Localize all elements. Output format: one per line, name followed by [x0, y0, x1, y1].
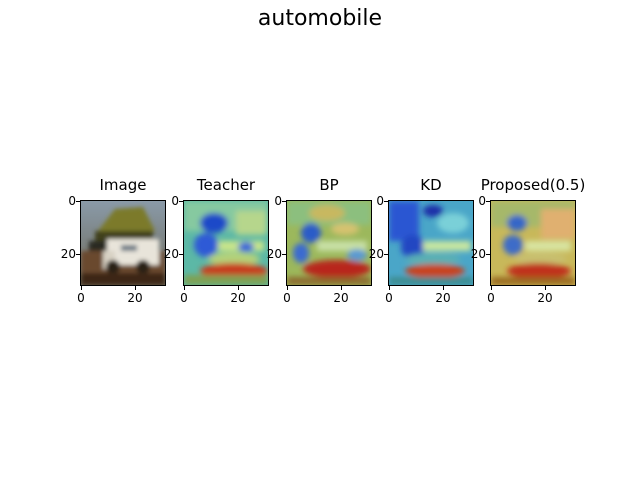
xtick-mark-20 — [341, 286, 342, 290]
xtick-label-20: 20 — [127, 291, 143, 305]
ytick-label-0: 0 — [274, 194, 282, 208]
ytick-mark-0 — [282, 201, 286, 202]
ytick-mark-0 — [486, 201, 490, 202]
panel-title-bp: BP — [319, 176, 339, 194]
xtick-mark-0 — [287, 286, 288, 290]
ytick-label-0: 0 — [478, 194, 486, 208]
xtick-label-0: 0 — [487, 291, 495, 305]
figure-title: automobile — [257, 6, 383, 31]
ytick-label-20: 20 — [368, 247, 384, 261]
ytick-label-0: 0 — [376, 194, 384, 208]
xtick-mark-0 — [491, 286, 492, 290]
ytick-mark-0 — [179, 201, 183, 202]
xtick-mark-0 — [81, 286, 82, 290]
panel-title-image: Image — [99, 176, 147, 194]
xtick-mark-0 — [184, 286, 185, 290]
panel-title-kd: KD — [420, 176, 442, 194]
ytick-label-0: 0 — [68, 194, 76, 208]
ytick-mark-20 — [179, 254, 183, 255]
xtick-label-20: 20 — [537, 291, 553, 305]
panel-title-proposed: Proposed(0.5) — [480, 176, 586, 194]
xtick-mark-0 — [389, 286, 390, 290]
ytick-mark-20 — [486, 254, 490, 255]
heatmap-proposed — [490, 200, 576, 286]
ytick-mark-20 — [76, 254, 80, 255]
ytick-mark-20 — [384, 254, 388, 255]
heatmap-teacher — [183, 200, 269, 286]
ytick-label-20: 20 — [266, 247, 282, 261]
heatmap-bp — [286, 200, 372, 286]
xtick-mark-20 — [238, 286, 239, 290]
ytick-label-20: 20 — [163, 247, 179, 261]
xtick-label-0: 0 — [77, 291, 85, 305]
xtick-label-0: 0 — [180, 291, 188, 305]
ytick-mark-0 — [384, 201, 388, 202]
ytick-mark-0 — [76, 201, 80, 202]
heatmap-kd — [388, 200, 474, 286]
xtick-mark-20 — [443, 286, 444, 290]
xtick-label-20: 20 — [230, 291, 246, 305]
xtick-mark-20 — [135, 286, 136, 290]
xtick-label-20: 20 — [435, 291, 451, 305]
xtick-label-0: 0 — [385, 291, 393, 305]
image-photo — [80, 200, 166, 286]
ytick-label-0: 0 — [171, 194, 179, 208]
panel-title-teacher: Teacher — [196, 176, 256, 194]
xtick-label-0: 0 — [283, 291, 291, 305]
ytick-label-20: 20 — [470, 247, 486, 261]
ytick-label-20: 20 — [60, 247, 76, 261]
xtick-mark-20 — [545, 286, 546, 290]
xtick-label-20: 20 — [333, 291, 349, 305]
ytick-mark-20 — [282, 254, 286, 255]
